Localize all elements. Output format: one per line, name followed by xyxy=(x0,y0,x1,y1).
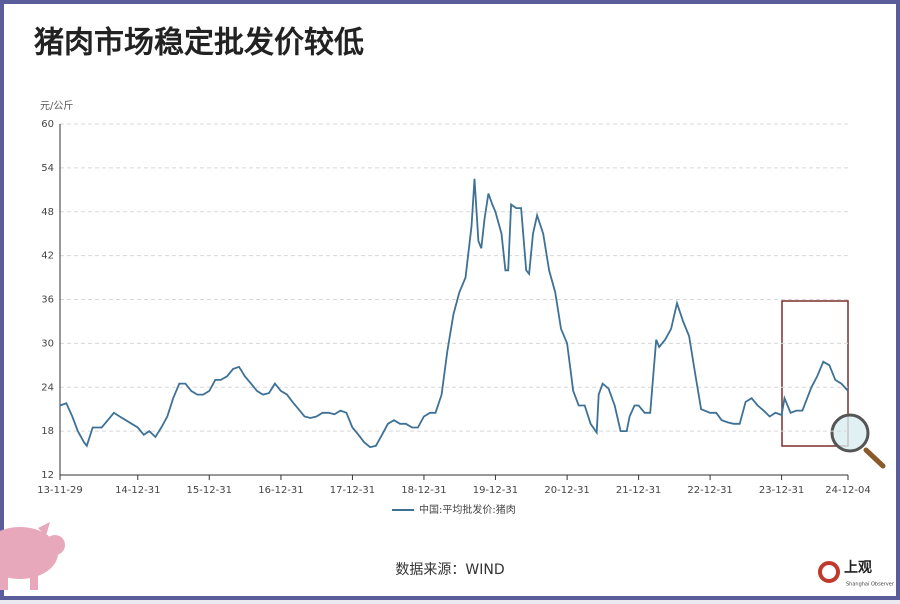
y-tick-label: 54 xyxy=(41,163,54,174)
y-tick-label: 48 xyxy=(41,207,54,218)
y-tick-label: 12 xyxy=(41,470,54,481)
y-tick-label: 36 xyxy=(41,295,54,306)
y-tick-label: 60 xyxy=(41,119,54,130)
line-series xyxy=(59,178,849,449)
x-tick-label: 23-12-31 xyxy=(759,485,804,496)
x-tick-label: 18-12-31 xyxy=(401,485,446,496)
logo: 上观 Shanghai Observer xyxy=(818,560,895,588)
x-tick-label: 19-12-31 xyxy=(473,485,518,496)
x-tick-label: 22-12-31 xyxy=(687,485,732,496)
x-tick-label: 24-12-04 xyxy=(825,485,870,496)
x-tick-label: 16-12-31 xyxy=(258,485,303,496)
x-tick-label: 17-12-31 xyxy=(330,485,375,496)
magnifier xyxy=(830,413,886,469)
pig-icon xyxy=(0,522,65,590)
x-tick-label: 20-12-31 xyxy=(544,485,589,496)
y-axis-label: 元/公斤 xyxy=(40,100,73,112)
y-tick-label: 24 xyxy=(41,382,54,393)
legend-label: 中国:平均批发价:猪肉 xyxy=(419,503,516,516)
x-tick-label: 13-11-29 xyxy=(37,485,82,496)
source: 数据来源：WIND xyxy=(395,562,504,578)
highlight-box xyxy=(781,300,849,447)
y-tick-label: 42 xyxy=(41,251,54,262)
chart-title: 猪肉市场稳定批发价较低 xyxy=(34,26,364,61)
y-tick-label: 30 xyxy=(41,338,54,349)
y-tick-label: 18 xyxy=(41,426,54,437)
x-tick-label: 15-12-31 xyxy=(187,485,232,496)
logo-text: 上观 xyxy=(844,560,872,576)
x-tick-label: 21-12-31 xyxy=(616,485,661,496)
x-tick-label: 14-12-31 xyxy=(115,485,160,496)
logo-subtext: Shanghai Observer xyxy=(846,582,895,588)
